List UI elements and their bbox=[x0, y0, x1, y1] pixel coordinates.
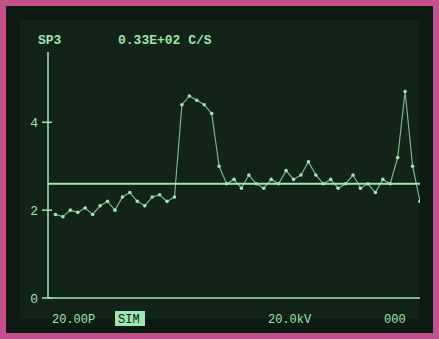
trace-point bbox=[292, 178, 296, 182]
trace-point bbox=[143, 204, 147, 208]
chart: 0 2 4 SP3 0.33E+02 C/S 20.00P SIM 20.0kV 000 bbox=[0, 0, 439, 339]
trace-point bbox=[195, 99, 199, 103]
trace-point bbox=[255, 182, 259, 186]
trace-point bbox=[359, 186, 363, 190]
trace-point bbox=[225, 182, 229, 186]
trace-point bbox=[411, 164, 415, 168]
screen bbox=[6, 6, 433, 333]
trace-point bbox=[158, 193, 162, 197]
trace-point bbox=[247, 173, 251, 177]
trace-point bbox=[54, 213, 58, 217]
y-tick bbox=[42, 209, 52, 211]
y-tick bbox=[42, 122, 52, 124]
y-tick-label: 0 bbox=[30, 292, 38, 307]
trace bbox=[55, 92, 420, 217]
trace-point bbox=[381, 178, 385, 182]
annotation: SIM bbox=[118, 313, 140, 327]
trace-point bbox=[269, 178, 273, 182]
y-tick bbox=[42, 297, 52, 299]
trace-point bbox=[344, 182, 348, 186]
trace-point bbox=[210, 112, 214, 116]
trace-point bbox=[336, 186, 340, 190]
reference-line bbox=[48, 183, 420, 185]
trace-point bbox=[61, 215, 65, 219]
trace-point bbox=[321, 182, 325, 186]
subtitle: 0.33E+02 C/S bbox=[118, 33, 212, 48]
trace-point bbox=[388, 182, 392, 186]
trace-point bbox=[329, 178, 333, 182]
trace-point bbox=[240, 186, 244, 190]
trace-point bbox=[113, 208, 117, 212]
trace-point bbox=[262, 186, 266, 190]
annotation-highlight bbox=[115, 311, 145, 326]
trace-point bbox=[217, 164, 221, 168]
annotation: 20.0kV bbox=[268, 313, 312, 327]
annotation: 20.00P bbox=[52, 313, 95, 327]
y-tick-label: 2 bbox=[30, 204, 38, 219]
trace-point bbox=[374, 191, 378, 195]
y-axis bbox=[47, 52, 49, 298]
trace-point bbox=[307, 160, 311, 164]
trace-point bbox=[284, 169, 288, 173]
trace-point bbox=[277, 182, 281, 186]
trace-point bbox=[135, 200, 139, 204]
trace-point bbox=[180, 103, 184, 107]
trace-point bbox=[165, 200, 169, 204]
trace-point bbox=[69, 208, 73, 212]
trace-point bbox=[106, 200, 110, 204]
trace-point bbox=[76, 211, 80, 215]
trace-point bbox=[232, 178, 236, 182]
trace-point bbox=[351, 173, 355, 177]
trace-point bbox=[128, 191, 132, 195]
x-axis bbox=[48, 297, 420, 299]
trace-point bbox=[83, 206, 87, 210]
border bbox=[0, 0, 439, 339]
y-tick-label: 4 bbox=[30, 116, 38, 131]
annotation: 000 bbox=[384, 313, 406, 327]
trace-point bbox=[121, 195, 125, 199]
screen-frame: 0 2 4 SP3 0.33E+02 C/S 20.00P SIM 20.0kV 000 bbox=[0, 0, 439, 339]
trace-point bbox=[396, 156, 400, 160]
trace-point bbox=[366, 182, 370, 186]
trace-point bbox=[188, 94, 192, 98]
trace-point bbox=[403, 90, 407, 94]
screen-glow bbox=[20, 20, 419, 319]
trace-point bbox=[418, 200, 420, 204]
trace-point bbox=[173, 195, 177, 199]
trace-point bbox=[314, 173, 318, 177]
trace-point bbox=[202, 103, 206, 107]
trace-point bbox=[91, 213, 95, 217]
trace-point bbox=[150, 195, 154, 199]
title: SP3 bbox=[38, 33, 62, 48]
trace-point bbox=[299, 173, 303, 177]
plot-area bbox=[48, 90, 420, 219]
trace-point bbox=[98, 204, 102, 208]
